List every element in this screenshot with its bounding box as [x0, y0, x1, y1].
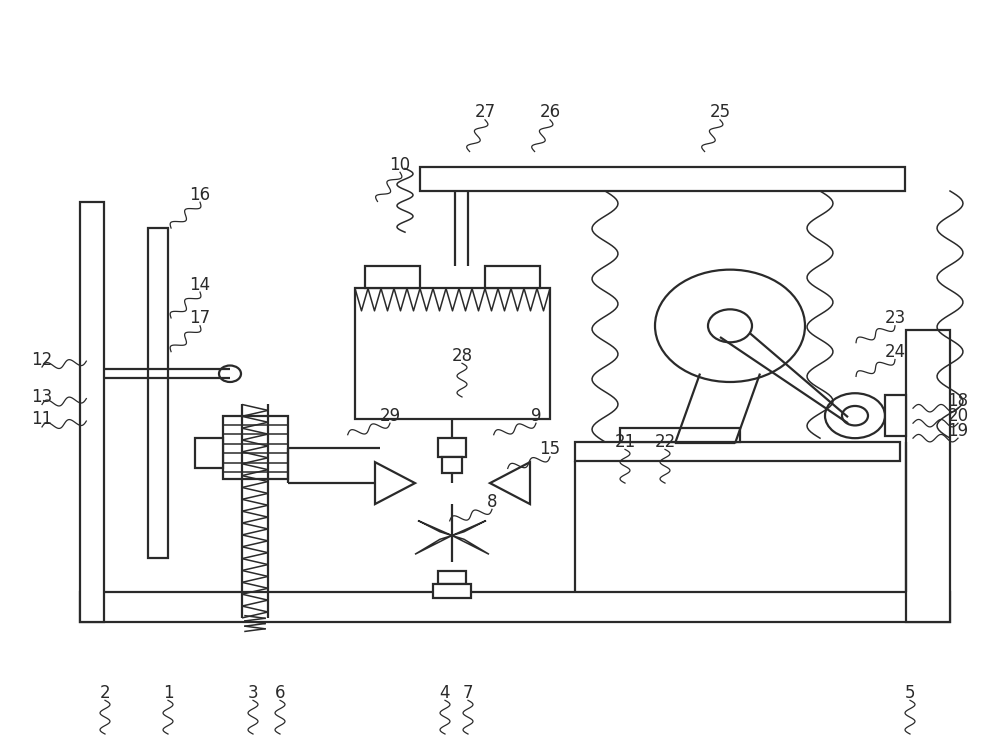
Circle shape — [219, 366, 241, 382]
Text: 10: 10 — [389, 156, 411, 174]
Bar — [438, 438, 466, 457]
Circle shape — [655, 270, 805, 382]
Text: 26: 26 — [539, 103, 561, 121]
Text: 11: 11 — [31, 410, 53, 428]
Text: 1: 1 — [163, 684, 173, 702]
Text: 17: 17 — [189, 309, 211, 327]
Text: 16: 16 — [189, 186, 211, 204]
Bar — [620, 428, 740, 442]
Text: 25: 25 — [709, 103, 731, 121]
Polygon shape — [415, 536, 452, 554]
Text: 9: 9 — [531, 407, 541, 425]
Circle shape — [708, 309, 752, 342]
Text: 8: 8 — [487, 493, 497, 511]
Text: 4: 4 — [440, 684, 450, 702]
Bar — [906, 330, 950, 622]
Bar — [80, 202, 104, 622]
Text: 14: 14 — [189, 276, 211, 294]
Text: 22: 22 — [654, 433, 676, 451]
Text: 21: 21 — [614, 433, 636, 451]
Bar — [433, 584, 471, 598]
Bar — [442, 457, 462, 473]
Circle shape — [825, 393, 885, 438]
Polygon shape — [452, 536, 489, 554]
Polygon shape — [418, 521, 452, 536]
Text: 28: 28 — [451, 347, 473, 365]
Bar — [485, 266, 540, 288]
Bar — [575, 442, 900, 461]
Text: 20: 20 — [947, 407, 969, 425]
Bar — [365, 266, 420, 288]
Text: 6: 6 — [275, 684, 285, 702]
Text: 3: 3 — [248, 684, 258, 702]
Bar — [438, 571, 466, 584]
Text: 29: 29 — [379, 407, 401, 425]
Text: 19: 19 — [947, 422, 969, 440]
Text: 18: 18 — [947, 392, 969, 410]
Text: 5: 5 — [905, 684, 915, 702]
Text: 23: 23 — [884, 309, 906, 327]
Text: 27: 27 — [474, 103, 496, 121]
Circle shape — [842, 406, 868, 425]
Text: 15: 15 — [539, 440, 561, 458]
Bar — [194, 438, 222, 468]
Bar — [420, 167, 905, 191]
Polygon shape — [375, 462, 415, 504]
Bar — [222, 416, 288, 479]
Bar — [885, 395, 906, 436]
Text: 13: 13 — [31, 388, 53, 406]
Polygon shape — [490, 462, 530, 504]
Polygon shape — [452, 521, 486, 536]
Bar — [80, 592, 950, 622]
Text: 24: 24 — [884, 343, 906, 361]
Bar — [355, 288, 550, 419]
Text: 7: 7 — [463, 684, 473, 702]
Text: 12: 12 — [31, 351, 53, 369]
Text: 2: 2 — [100, 684, 110, 702]
Bar — [148, 228, 168, 558]
